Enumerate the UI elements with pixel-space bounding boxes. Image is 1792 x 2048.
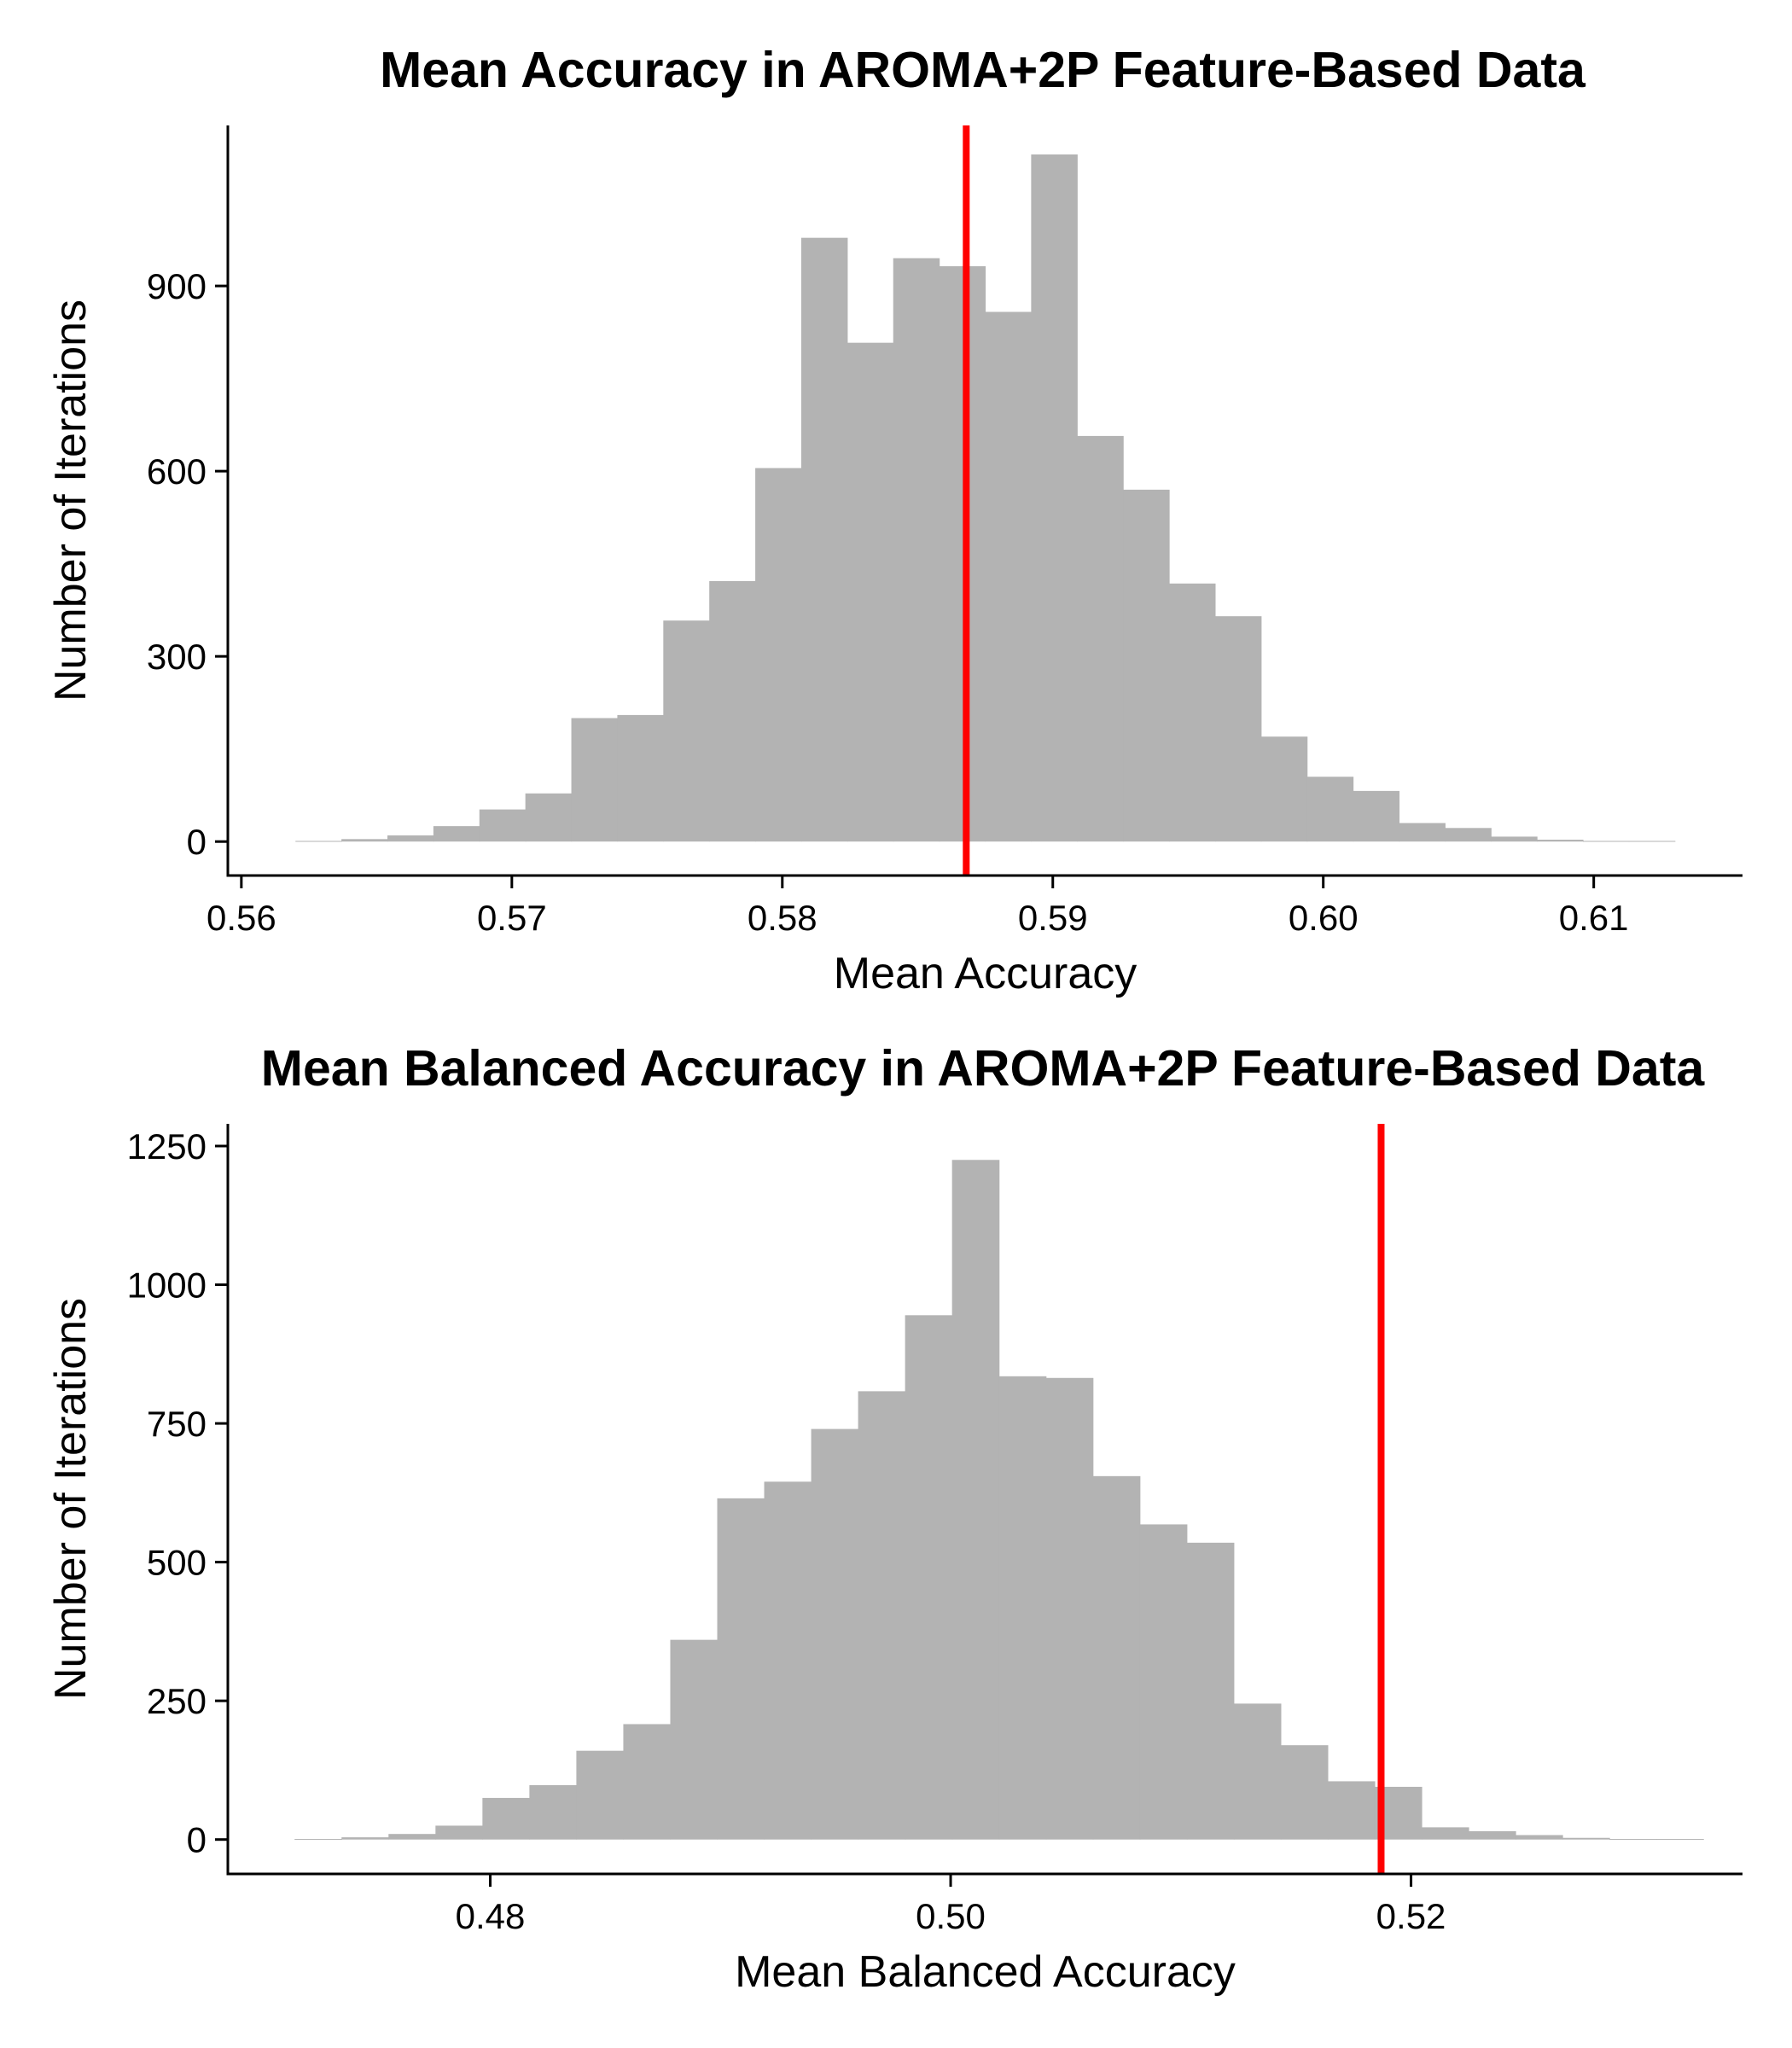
accuracy-bar [1214,616,1262,842]
balanced-accuracy-bar [1516,1835,1563,1840]
accuracy-bar [985,311,1032,842]
balanced-accuracy-x-tick-label: 0.48 [456,1896,526,1936]
balanced-accuracy-bar [858,1391,906,1840]
accuracy-bar [709,580,756,842]
balanced-accuracy-bar [1468,1830,1516,1840]
accuracy-bar [755,468,802,842]
balanced-accuracy-y-axis-label: Number of Iterations [46,1298,96,1700]
balanced-accuracy-bar [1656,1839,1704,1841]
accuracy-bar [1260,736,1308,842]
balanced-accuracy-x-tick-label: 0.50 [916,1896,986,1936]
balanced-accuracy-bar [1092,1475,1141,1840]
accuracy-bar [1399,823,1446,842]
accuracy-histogram-chart: 0.56 0.57 0.58 0.59 0.60 0.61 0 300 600 900 Mean A… [46,42,1743,998]
accuracy-bar [1077,435,1124,842]
accuracy-x-tick-label: 0.61 [1559,898,1629,938]
balanced-accuracy-bar [811,1428,859,1840]
accuracy-bar [617,714,664,842]
balanced-accuracy-x-axis-label: Mean Balanced Accuracy [735,1947,1236,1997]
balanced-accuracy-bar [998,1376,1047,1840]
accuracy-bar [433,826,480,842]
balanced-accuracy-y-tick-label: 1250 [127,1126,207,1167]
balanced-accuracy-bar [1562,1837,1610,1840]
accuracy-bar [1031,154,1078,842]
balanced-accuracy-bar [529,1784,578,1840]
accuracy-bar [800,237,848,842]
accuracy-x-tick-label: 0.58 [748,898,817,938]
accuracy-bar [525,793,573,842]
balanced-accuracy-y-tick-label: 1000 [127,1265,207,1306]
balanced-accuracy-bar [1139,1524,1188,1840]
balanced-accuracy-bar [623,1724,672,1840]
balanced-accuracy-bar [1045,1377,1094,1840]
accuracy-bar [847,342,894,842]
accuracy-bar [1445,828,1492,842]
accuracy-bar [1169,583,1216,842]
accuracy-y-tick-label: 600 [147,451,207,492]
balanced-accuracy-bar [1280,1745,1329,1840]
balanced-accuracy-bar [341,1837,389,1840]
accuracy-y-tick-label: 0 [187,822,207,862]
balanced-accuracy-bar [951,1160,1000,1840]
balanced-accuracy-y-tick-label: 0 [187,1820,207,1860]
accuracy-bar [479,809,527,842]
accuracy-x-tick-label: 0.56 [207,898,276,938]
balanced-accuracy-x-tick-label: 0.52 [1376,1896,1446,1936]
accuracy-x-axis-label: Mean Accuracy [834,949,1137,998]
accuracy-bar [341,839,388,842]
accuracy-bar [939,265,986,842]
balanced-accuracy-bar [1327,1781,1376,1840]
balanced-accuracy-bar [388,1834,436,1840]
balanced-accuracy-bar [435,1825,483,1840]
balanced-accuracy-bar [905,1315,953,1840]
accuracy-bar [1123,489,1170,842]
balanced-accuracy-bar [576,1750,625,1840]
accuracy-bar [663,620,710,842]
balanced-accuracy-bar [294,1839,342,1841]
accuracy-bar [1491,836,1538,842]
balanced-accuracy-histogram-chart: 0.48 0.50 0.52 0 250 500 750 1000 1250 Mean Balan… [46,1040,1743,1997]
balanced-accuracy-chart-title: Mean Balanced Accuracy in AROMA+2P Featu… [261,1040,1706,1097]
accuracy-chart-title: Mean Accuracy in AROMA+2P Feature-Based … [380,42,1586,98]
balanced-accuracy-bar [1186,1542,1235,1840]
accuracy-y-tick-label: 900 [147,266,207,306]
balanced-accuracy-bar [482,1797,530,1840]
accuracy-bar [387,835,434,842]
accuracy-bar [1353,790,1400,842]
balanced-accuracy-bar [1421,1827,1469,1840]
accuracy-y-tick-label: 300 [147,637,207,677]
accuracy-x-tick-label: 0.60 [1289,898,1359,938]
accuracy-bar [1306,777,1354,842]
balanced-accuracy-bar [670,1639,719,1840]
balanced-accuracy-bar [1233,1703,1282,1840]
balanced-accuracy-bar [764,1481,812,1840]
accuracy-x-tick-label: 0.57 [477,898,547,938]
accuracy-x-tick-label: 0.59 [1018,898,1088,938]
accuracy-bar [893,258,940,842]
accuracy-bar [1537,840,1584,842]
balanced-accuracy-y-tick-label: 250 [147,1681,207,1721]
accuracy-bar [571,718,619,842]
balanced-accuracy-y-tick-label: 750 [147,1404,207,1444]
balanced-accuracy-y-tick-label: 500 [147,1543,207,1583]
accuracy-y-axis-label: Number of Iterations [46,300,96,701]
balanced-accuracy-bar [717,1498,765,1840]
balanced-accuracy-bar [1609,1839,1657,1841]
